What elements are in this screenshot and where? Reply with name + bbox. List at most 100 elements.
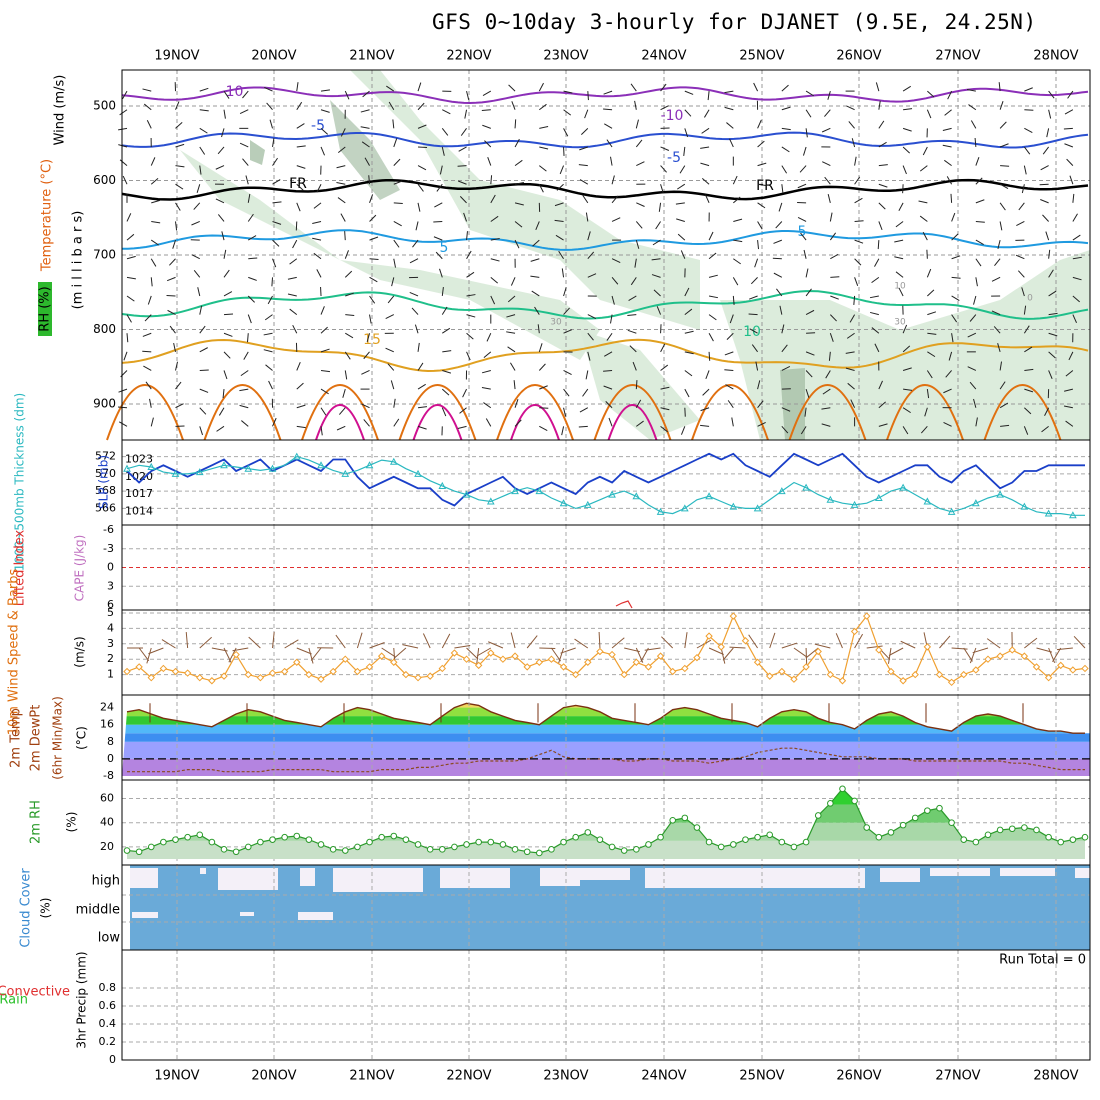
wind-barb [508, 84, 516, 92]
wind-speed-marker [656, 652, 665, 660]
wind-barb-10m [284, 639, 299, 649]
wind-barb [942, 144, 952, 148]
wind-barb [903, 388, 913, 391]
wind-barb [320, 426, 323, 436]
wind-barb [1000, 165, 1010, 167]
wind-barb [1072, 213, 1078, 222]
rh-marker [341, 847, 349, 854]
wind-barb [561, 268, 565, 278]
wind-barb [169, 258, 176, 266]
wind-barb [559, 165, 565, 175]
wind-barb [1040, 165, 1049, 171]
wind-barb [558, 250, 564, 259]
wind-barb [999, 101, 1004, 110]
cloud-clear-patch [1075, 868, 1090, 878]
wind-barb [538, 363, 546, 371]
wind-barb [417, 82, 422, 92]
wind-barb [466, 250, 472, 259]
wind-barb [632, 361, 637, 371]
wind-barb [878, 202, 886, 210]
wind-barb [554, 202, 564, 207]
wind-barb [464, 109, 468, 119]
wind-barb-10m [729, 646, 746, 649]
wind-barb [1015, 254, 1025, 260]
wind-barb [363, 419, 370, 427]
wind-barb [490, 238, 500, 241]
wind-barb [1024, 127, 1033, 134]
wind-barb [243, 351, 249, 360]
thickness-marker [996, 490, 1004, 498]
wind-barb [1048, 332, 1058, 337]
wind-barb [150, 239, 159, 246]
wind-barb-10m [866, 645, 883, 649]
temp-bands [122, 703, 1090, 776]
wind-barb [175, 361, 179, 371]
wind-speed-marker [317, 675, 325, 683]
rh-marker [511, 846, 519, 853]
contour-label: FR [756, 178, 774, 194]
wind-speed-marker [511, 652, 519, 660]
wind-barb [951, 276, 961, 279]
wind-barb [781, 106, 791, 111]
wind-barb [850, 399, 856, 408]
ylabel-precip: 3hr Precip (mm) [75, 951, 89, 1048]
wind-barb [466, 271, 475, 278]
wind-speed-marker [947, 678, 956, 687]
wind-tick: 2 [107, 652, 114, 665]
rh-fill [127, 788, 1085, 859]
wind-speed-marker [159, 664, 168, 673]
wind-barb [1016, 221, 1025, 227]
wind-barb [918, 183, 928, 187]
wind-barb [490, 215, 499, 222]
wind-barb [683, 146, 686, 156]
wind-barb [490, 276, 499, 284]
wind-barb-10m [356, 632, 363, 649]
rh-marker [523, 848, 531, 856]
wind-barb [898, 287, 904, 297]
cloud-clear-patch [132, 912, 158, 918]
wind-barb [924, 407, 928, 417]
wind-barb [580, 127, 589, 135]
rh-marker [232, 848, 240, 856]
wind-barb-10m [661, 636, 674, 649]
wind-barb [199, 109, 209, 112]
thickness-tick: 570 [95, 467, 116, 480]
wind-barb [531, 290, 540, 297]
thickness-marker [268, 464, 277, 472]
wind-barb [393, 202, 403, 204]
wind-speed-marker [402, 670, 410, 679]
wind-barb [122, 90, 128, 100]
wind-barb [223, 109, 226, 119]
wind-barb-10m [393, 647, 407, 659]
wind-barb [805, 388, 810, 398]
rh-marker [742, 836, 749, 843]
temp-tick: 0 [107, 752, 114, 765]
wind-barb [676, 218, 685, 222]
wind-speed-marker [766, 672, 774, 680]
wind-barb [1065, 370, 1074, 377]
rh-marker [1033, 826, 1040, 834]
rh-marker [851, 797, 858, 805]
temp-contour-20 [398, 384, 477, 441]
wind-barb [585, 370, 589, 380]
wind-speed-marker [717, 643, 725, 651]
wind-barb [587, 251, 595, 260]
wind-barb [878, 100, 881, 110]
wind-barb [781, 426, 789, 434]
date-label-top: 25NOV [739, 49, 784, 64]
wind-barb [751, 344, 758, 353]
wind-barb-10m [684, 632, 688, 649]
wind-barb [869, 295, 879, 299]
wind-barb [151, 220, 161, 224]
wind-barb [610, 156, 613, 166]
wind-barb [272, 157, 278, 166]
wind-barb [466, 351, 471, 361]
ylabel-total-rain: Total / Rain [0, 993, 28, 1008]
wind-barb [635, 139, 643, 148]
wind-barb [636, 420, 644, 427]
wind-speed-marker [171, 667, 180, 676]
wind-barb [320, 369, 331, 373]
wind-barb [482, 124, 491, 129]
wind-barb [733, 218, 743, 222]
wind-barb [513, 380, 516, 390]
